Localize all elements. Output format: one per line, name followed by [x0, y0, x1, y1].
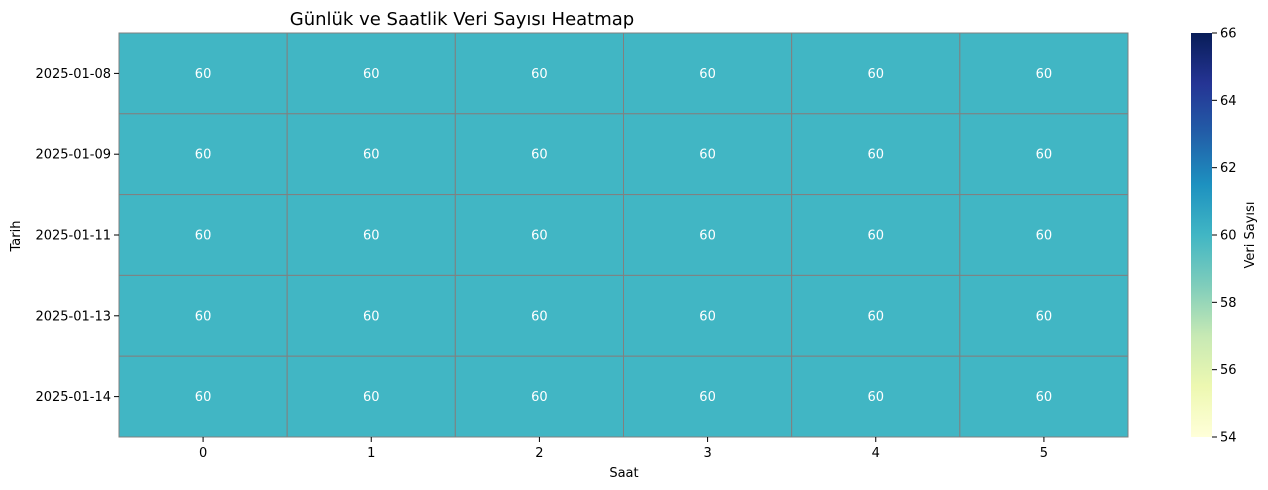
colorbar-tick-label: 62	[1220, 161, 1237, 176]
y-tick-label: 2025-01-08	[35, 67, 111, 82]
cell-value-label: 60	[867, 390, 884, 405]
heatmap-cell	[454, 194, 625, 276]
x-tick-label: 4	[872, 446, 880, 461]
chart-title: Günlük ve Saatlik Veri Sayısı Heatmap	[290, 9, 634, 30]
x-tick-label: 5	[1040, 446, 1048, 461]
heatmap-cell	[791, 194, 961, 276]
x-tick-label: 1	[367, 446, 375, 461]
colorbar-tick-label: 58	[1220, 296, 1237, 311]
cell-value-label: 60	[531, 309, 548, 324]
cell-value-label: 60	[867, 309, 884, 324]
heatmap-cell	[454, 274, 625, 357]
x-tick-label: 3	[703, 446, 711, 461]
heatmap-cell	[959, 32, 1129, 115]
cell-value-label: 60	[699, 390, 716, 405]
x-axis-title: Saat	[609, 466, 638, 481]
heatmap-cell	[286, 274, 456, 357]
y-tick-label: 2025-01-09	[35, 148, 111, 163]
cell-value-label: 60	[1036, 229, 1053, 244]
y-tick-label: 2025-01-14	[35, 390, 111, 405]
heatmap-cell	[959, 194, 1129, 276]
y-axis-title: Tarih	[9, 221, 24, 253]
cell-value-label: 60	[195, 67, 212, 82]
cell-value-label: 60	[195, 148, 212, 163]
cell-value-label: 60	[195, 229, 212, 244]
colorbar-tick-label: 64	[1220, 94, 1237, 109]
cell-value-label: 60	[531, 67, 548, 82]
heatmap-cell	[623, 194, 793, 276]
cell-value-label: 60	[1036, 390, 1053, 405]
heatmap-cell	[959, 274, 1129, 357]
heatmap-cell	[454, 32, 625, 115]
cell-value-label: 60	[867, 229, 884, 244]
colorbar-tick-label: 54	[1220, 431, 1237, 446]
heatmap-cell	[118, 355, 288, 438]
heatmap-cell	[791, 355, 961, 438]
cell-value-label: 60	[699, 67, 716, 82]
heatmap-cell	[623, 32, 793, 115]
heatmap-cell	[959, 113, 1129, 196]
heatmap-cell	[623, 113, 793, 196]
cell-value-label: 60	[699, 309, 716, 324]
cell-value-label: 60	[363, 229, 380, 244]
heatmap-cell	[791, 274, 961, 357]
heatmap-cell	[791, 32, 961, 115]
y-tick-label: 2025-01-11	[35, 229, 111, 244]
cell-value-label: 60	[363, 309, 380, 324]
colorbar-title: Veri Sayısı	[1243, 202, 1258, 269]
cell-value-label: 60	[531, 148, 548, 163]
colorbar-tick-label: 60	[1220, 229, 1237, 244]
x-tick-label: 2	[535, 446, 543, 461]
colorbar-tick-label: 66	[1220, 27, 1237, 42]
cell-value-label: 60	[363, 148, 380, 163]
cell-value-label: 60	[363, 67, 380, 82]
cell-value-label: 60	[363, 390, 380, 405]
x-tick-label: 0	[199, 446, 207, 461]
heatmap-cell	[118, 194, 288, 276]
heatmap-cell	[286, 32, 456, 115]
heatmap-cell	[118, 32, 288, 115]
heatmap-cell	[623, 355, 793, 438]
y-tick-label: 2025-01-13	[35, 309, 111, 324]
cell-value-label: 60	[1036, 309, 1053, 324]
heatmap-cell	[286, 194, 456, 276]
cell-value-label: 60	[1036, 67, 1053, 82]
cell-value-label: 60	[531, 390, 548, 405]
cell-value-label: 60	[1036, 148, 1053, 163]
heatmap-cell	[118, 274, 288, 357]
cell-value-label: 60	[699, 148, 716, 163]
colorbar-tick-label: 56	[1220, 363, 1237, 378]
colorbar	[1191, 33, 1212, 437]
cell-value-label: 60	[867, 148, 884, 163]
cell-value-label: 60	[195, 390, 212, 405]
cell-value-label: 60	[531, 229, 548, 244]
cell-value-label: 60	[195, 309, 212, 324]
heatmap-cell	[454, 355, 625, 438]
heatmap-cell	[286, 113, 456, 196]
heatmap-cell	[959, 355, 1129, 438]
heatmap-cell	[623, 274, 793, 357]
cell-value-label: 60	[867, 67, 884, 82]
cell-value-label: 60	[699, 229, 716, 244]
